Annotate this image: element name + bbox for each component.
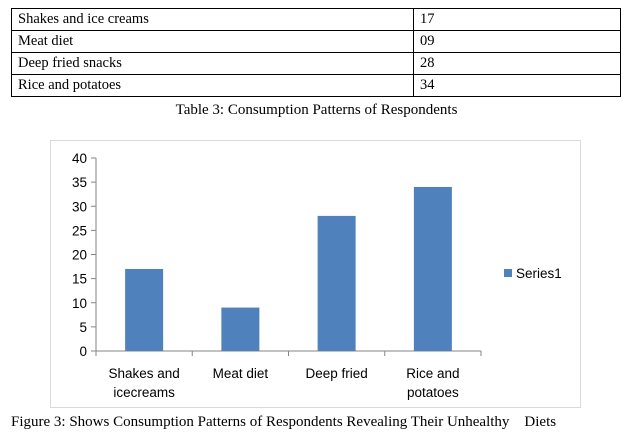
legend-label: Series1 xyxy=(516,266,562,281)
y-tick-label: 0 xyxy=(79,344,87,359)
y-tick-label: 10 xyxy=(72,296,87,311)
x-tick-label: icecreams xyxy=(113,385,175,400)
y-tick-label: 5 xyxy=(79,320,87,335)
table-cell-item: Rice and potatoes xyxy=(11,74,414,97)
x-tick-label: Rice and xyxy=(406,366,459,381)
y-tick-label: 35 xyxy=(72,175,87,190)
y-tick-label: 30 xyxy=(72,199,87,214)
table-cell-item: Deep fried snacks xyxy=(11,52,414,75)
x-tick-label: Deep fried xyxy=(305,366,367,381)
table-cell-value: 28 xyxy=(413,52,621,75)
y-tick-label: 40 xyxy=(72,151,87,166)
figure-caption: Figure 3: Shows Consumption Patterns of … xyxy=(11,414,557,430)
y-tick-label: 15 xyxy=(72,272,87,287)
x-tick-label: potatoes xyxy=(407,385,459,400)
table-row: Rice and potatoes 34 xyxy=(11,74,621,97)
chart-frame: 0 5 10 15 20 25 30 35 40 Shakes and icecreams Meat … xyxy=(50,140,581,408)
table-cell-item: Shakes and ice creams xyxy=(11,8,414,31)
y-tick-label: 25 xyxy=(72,223,87,238)
y-tick-label: 20 xyxy=(72,248,87,263)
table-row: Meat diet 09 xyxy=(11,30,621,53)
table-cell-item: Meat diet xyxy=(11,30,414,53)
x-tick-label: Shakes and xyxy=(108,366,179,381)
legend-swatch xyxy=(504,269,512,277)
bar xyxy=(317,215,356,351)
table-cell-value: 17 xyxy=(413,8,621,31)
table-cell-value: 09 xyxy=(413,30,621,53)
table-row: Deep fried snacks 28 xyxy=(11,52,621,75)
x-tick-label: Meat diet xyxy=(213,366,269,381)
bar xyxy=(413,186,452,351)
bar xyxy=(221,307,260,351)
consumption-table: Shakes and ice creams 17 Meat diet 09 De… xyxy=(11,8,621,97)
table-row: Shakes and ice creams 17 xyxy=(11,8,621,31)
bar-chart: 0 5 10 15 20 25 30 35 40 Shakes and icecreams Meat … xyxy=(72,151,562,400)
table-caption: Table 3: Consumption Patterns of Respond… xyxy=(175,102,458,118)
bar xyxy=(125,268,164,351)
table-cell-value: 34 xyxy=(413,74,621,97)
